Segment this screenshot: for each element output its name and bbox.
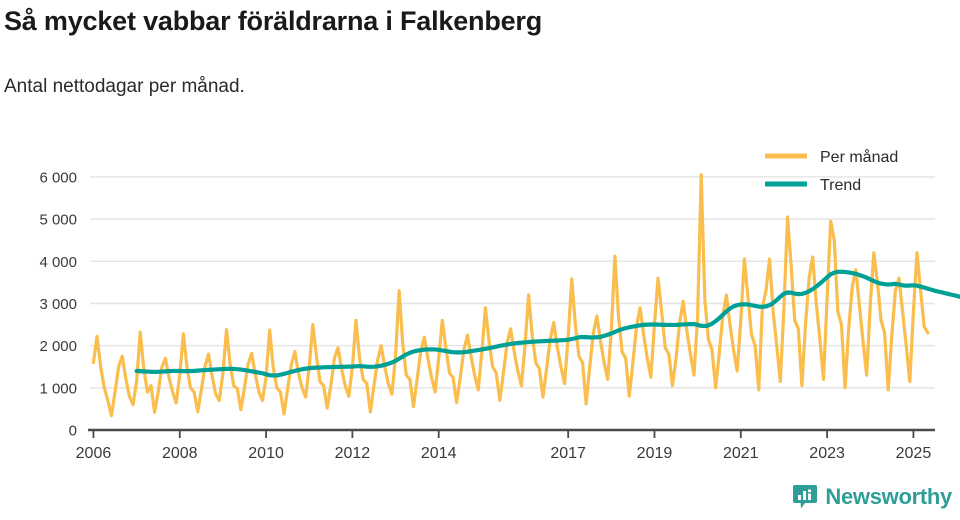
bar-chart-bubble-icon bbox=[793, 485, 818, 509]
logo-text: Newsworthy bbox=[825, 484, 952, 509]
y-axis-tick-label: 6 000 bbox=[39, 169, 77, 186]
x-axis-tick-label: 2010 bbox=[248, 445, 284, 462]
x-axis bbox=[88, 428, 935, 438]
y-axis-tick-label: 0 bbox=[69, 423, 77, 440]
legend-label: Trend bbox=[820, 177, 861, 194]
x-axis-tick-label: 2025 bbox=[896, 445, 932, 462]
legend-label: Per månad bbox=[820, 148, 898, 166]
chart-area: 0 1 000 2 000 3 000 4 000 5 000 6 000 2006 2008… bbox=[39, 148, 960, 462]
y-axis-tick-label: 4 000 bbox=[39, 254, 77, 271]
page-title: Så mycket vabbar föräldrarna i Falkenber… bbox=[4, 6, 543, 36]
x-axis-tick-label: 2021 bbox=[723, 445, 759, 462]
x-axis-tick-label: 2008 bbox=[162, 445, 198, 462]
y-axis-tick-label: 2 000 bbox=[39, 338, 77, 355]
y-axis-tick-label: 3 000 bbox=[39, 296, 77, 313]
y-axis-tick-label: 1 000 bbox=[39, 380, 77, 397]
line-chart: 0 1 000 2 000 3 000 4 000 5 000 6 000 2006 2008… bbox=[39, 148, 960, 462]
series-line-per-månad bbox=[91, 173, 930, 418]
x-axis-tick-label: 2017 bbox=[550, 445, 586, 462]
y-axis-tick-label: 5 000 bbox=[39, 212, 77, 229]
x-axis-tick-label: 2023 bbox=[809, 445, 845, 462]
chart-legend: Per månad Trend bbox=[765, 148, 898, 194]
x-axis-tick-label: 2019 bbox=[637, 445, 673, 462]
page-subtitle: Antal nettodagar per månad. bbox=[4, 76, 245, 97]
x-axis-tick-label: 2012 bbox=[335, 445, 371, 462]
x-axis-tick-label: 2014 bbox=[421, 445, 457, 462]
series-line-trend bbox=[134, 269, 960, 378]
newsworthy-logo: Newsworthy bbox=[792, 484, 952, 510]
x-axis-tick-label: 2006 bbox=[76, 445, 112, 462]
y-axis-tick-labels: 0 1 000 2 000 3 000 4 000 5 000 6 000 bbox=[39, 169, 77, 439]
x-axis-tick-labels: 2006 2008 2010 2012 2014 2017 2019 2021 2023 2025 bbox=[76, 445, 932, 462]
data-series-group bbox=[91, 173, 960, 418]
